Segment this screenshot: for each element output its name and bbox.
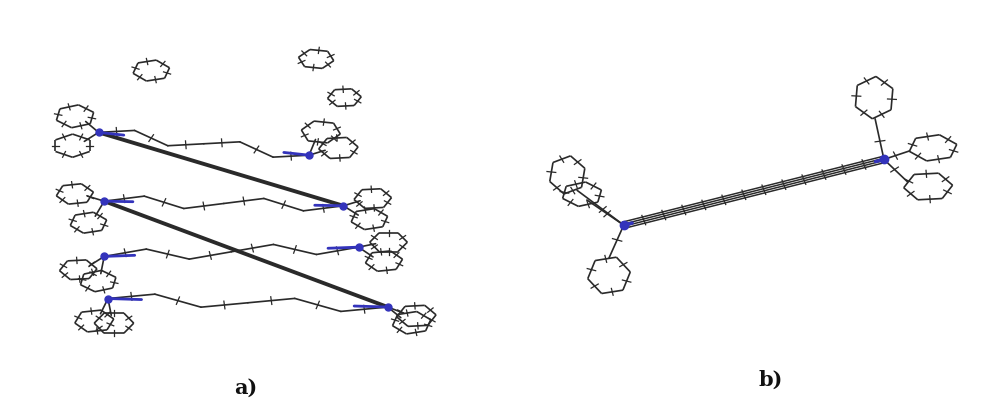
Text: a): a) xyxy=(233,378,258,397)
Text: b): b) xyxy=(759,370,784,390)
